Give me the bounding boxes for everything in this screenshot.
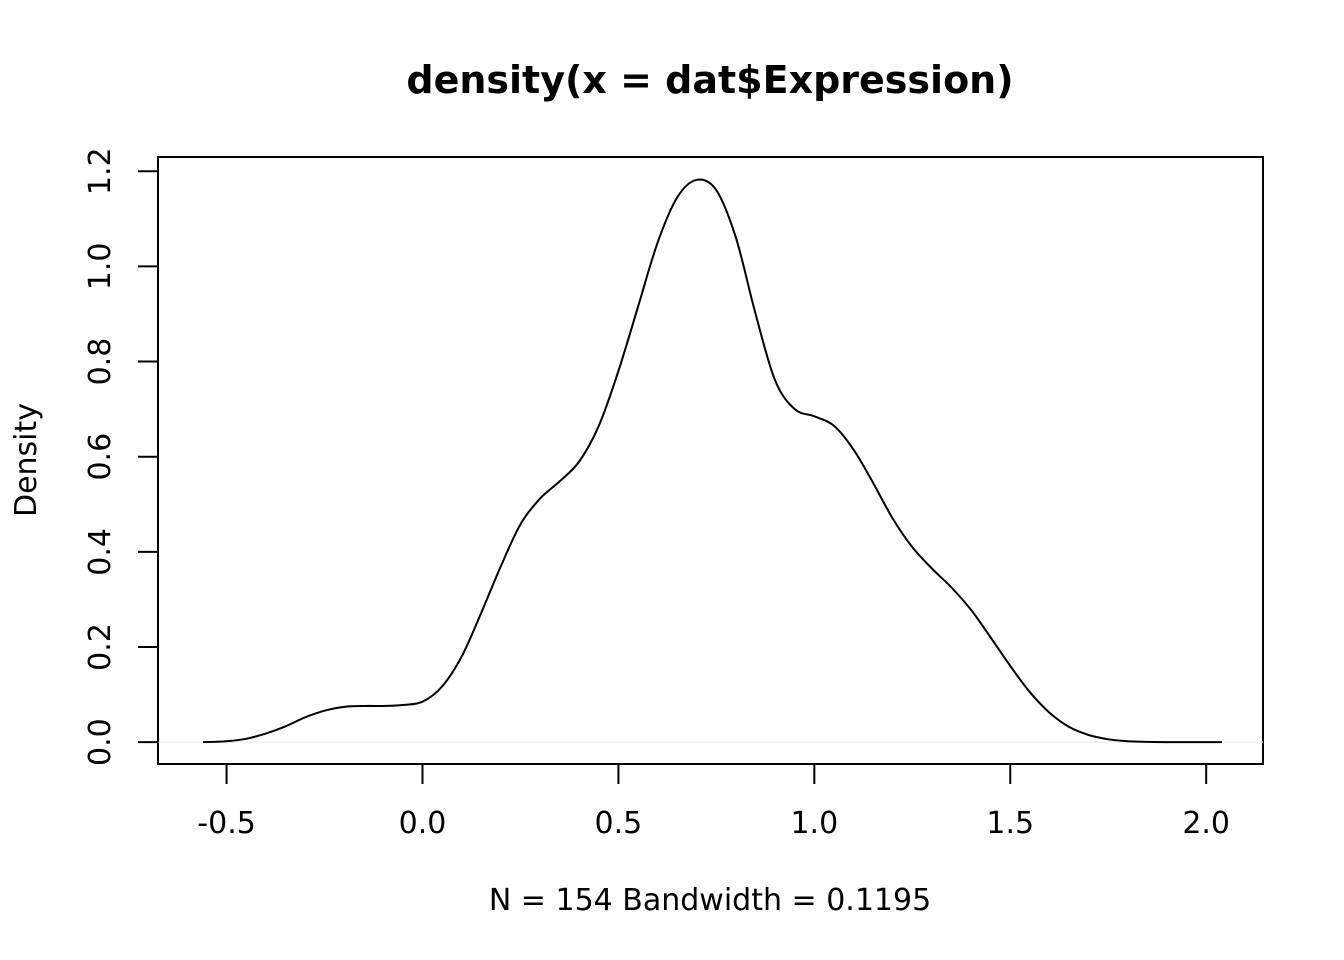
x-tick-label: 2.0 bbox=[1182, 806, 1230, 841]
x-tick-label: -0.5 bbox=[197, 806, 256, 841]
y-tick-label: 1.2 bbox=[83, 147, 118, 195]
y-tick-label: 1.0 bbox=[83, 243, 118, 291]
y-tick-label: 0.2 bbox=[83, 623, 118, 671]
x-tick-label: 1.0 bbox=[790, 806, 838, 841]
plot-frame bbox=[157, 156, 1264, 765]
x-tick-label: 1.5 bbox=[986, 806, 1034, 841]
y-tick-label: 0.8 bbox=[83, 338, 118, 386]
chart-title: density(x = dat$Expression) bbox=[406, 58, 1013, 102]
y-tick-label: 0.4 bbox=[83, 528, 118, 576]
x-axis-label: N = 154 Bandwidth = 0.1195 bbox=[489, 883, 931, 918]
x-axis: -0.5 0.0 0.5 1.0 1.5 2.0 bbox=[197, 763, 1230, 841]
x-tick-label: 0.0 bbox=[399, 806, 447, 841]
y-tick-label: 0.0 bbox=[83, 718, 118, 766]
y-tick-label: 0.6 bbox=[83, 433, 118, 481]
y-axis: 0.0 0.2 0.4 0.6 0.8 1.0 1.2 bbox=[83, 147, 159, 766]
x-tick-label: 0.5 bbox=[595, 806, 643, 841]
density-curve bbox=[203, 178, 1222, 744]
y-axis-label: Density bbox=[9, 403, 44, 517]
